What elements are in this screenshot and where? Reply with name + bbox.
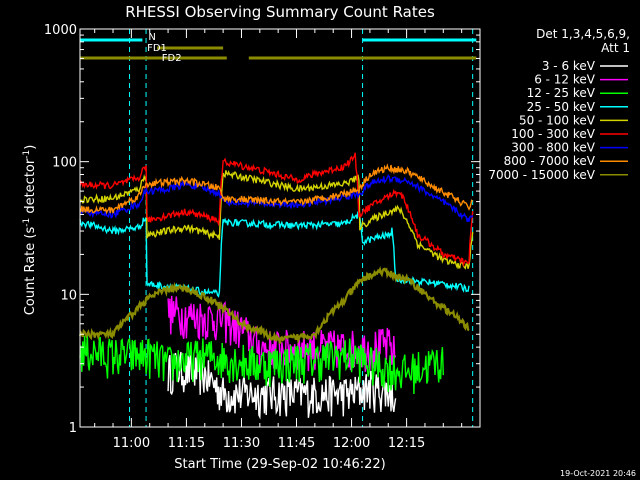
- chart-title: RHESSI Observing Summary Count Rates: [125, 3, 435, 21]
- series-line-8: [78, 266, 470, 345]
- flag-label-fd1: FD1: [147, 43, 167, 54]
- series-line-6: [79, 174, 474, 223]
- legend-label-8: 7000 - 15000 keV: [488, 168, 595, 182]
- legend-label-7: 800 - 7000 keV: [504, 154, 596, 168]
- axis-layer: 1 10 100 1000 11:00 11:15 11:30 11:45 12:00 12:15: [44, 23, 480, 451]
- legend-header-detectors: Det 1,3,4,5,6,9,: [536, 27, 630, 41]
- plot-frame: [79, 28, 481, 428]
- legend-label-3: 25 - 50 keV: [527, 100, 596, 114]
- y-tick-label: 10: [60, 288, 77, 303]
- legend-label-5: 100 - 300 keV: [511, 127, 595, 141]
- series-line-7: [79, 163, 474, 215]
- plot-layer: [78, 29, 474, 427]
- y-axis-label-part3: ): [23, 145, 38, 150]
- x-tick-label: 11:45: [278, 436, 315, 451]
- y-axis-label-part1: Count Rate (s: [23, 227, 38, 316]
- y-axis-label-sup1: -1: [22, 218, 32, 227]
- legend-label-2: 12 - 25 keV: [527, 86, 596, 100]
- y-axis-label-sup2: -1: [22, 150, 32, 159]
- y-axis-label: Count Rate (s-1 detector-1): [22, 145, 38, 316]
- legend-label-0: 3 - 6 keV: [542, 59, 596, 73]
- generation-timestamp: 19-Oct-2021 20:46: [560, 469, 636, 478]
- flag-label-fd2: FD2: [162, 53, 182, 64]
- legend-label-1: 6 - 12 keV: [534, 73, 596, 87]
- x-tick-label: 11:00: [113, 436, 150, 451]
- legend-header-attenuator: Att 1: [601, 41, 630, 55]
- x-axis-label: Start Time (29-Sep-02 10:46:22): [174, 457, 385, 472]
- flag-label-n: N: [148, 32, 155, 43]
- x-tick-label: 11:15: [168, 436, 205, 451]
- x-tick-label: 11:30: [223, 436, 260, 451]
- legend-label-4: 50 - 100 keV: [519, 113, 596, 127]
- x-tick-label: 12:15: [388, 436, 425, 451]
- series-line-5: [79, 152, 474, 268]
- x-tick-label: 12:00: [333, 436, 370, 451]
- series-line-2: [79, 334, 444, 395]
- y-tick-label: 1000: [44, 23, 77, 38]
- series-line-4: [79, 169, 474, 270]
- y-axis-label-part2: detector: [23, 158, 38, 218]
- y-tick-label: 1: [69, 421, 77, 436]
- legend-label-6: 300 - 800 keV: [511, 141, 595, 155]
- y-tick-label: 100: [52, 156, 77, 171]
